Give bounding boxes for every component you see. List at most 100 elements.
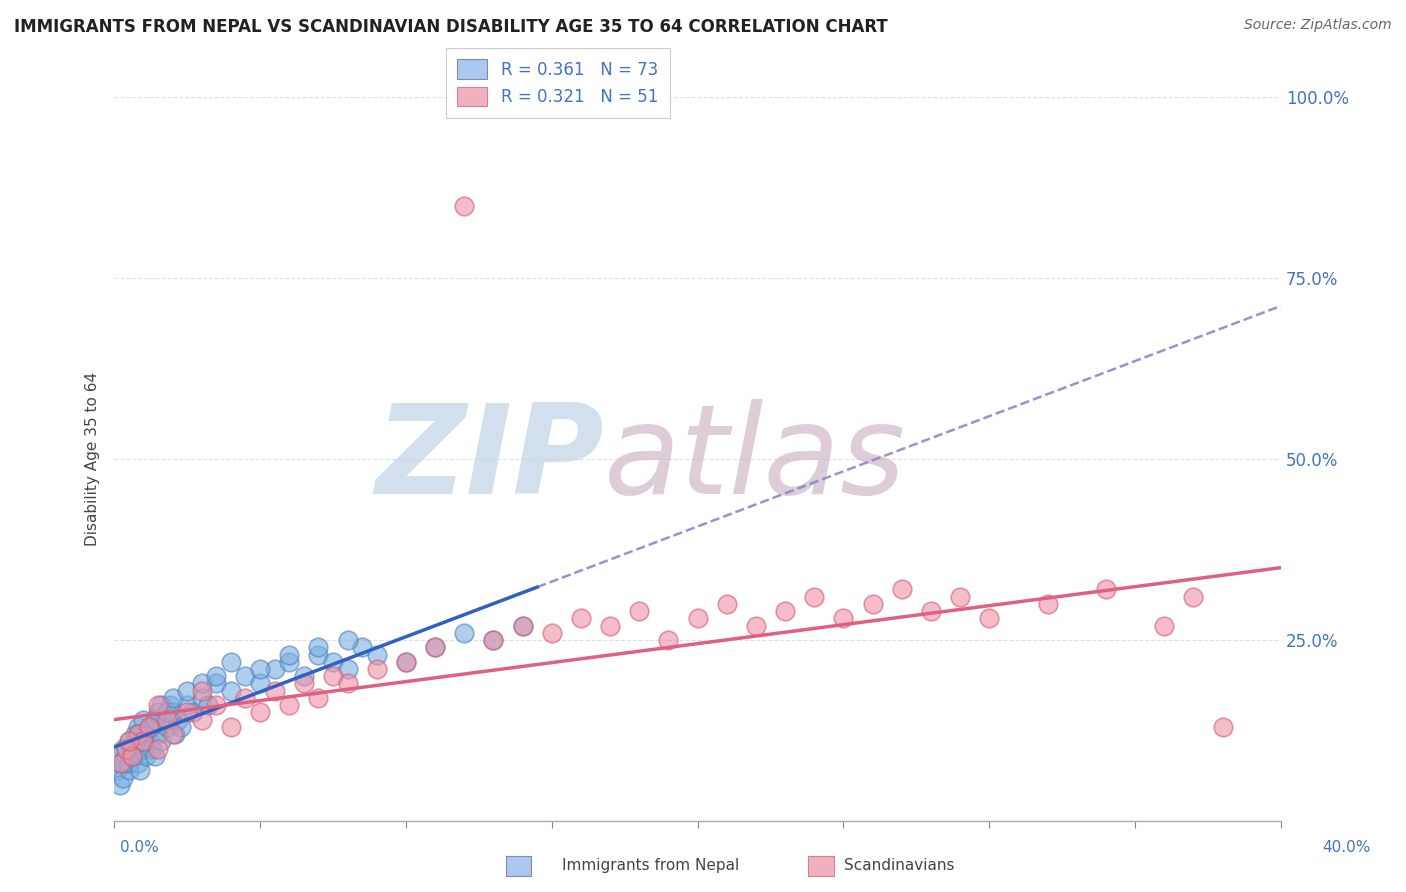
Point bbox=[138, 720, 160, 734]
Point bbox=[482, 633, 505, 648]
Text: ZIP: ZIP bbox=[375, 399, 605, 520]
Point bbox=[890, 582, 912, 597]
Point bbox=[205, 669, 228, 683]
Point bbox=[862, 597, 884, 611]
Point bbox=[121, 741, 143, 756]
Point bbox=[108, 756, 131, 770]
Point bbox=[949, 590, 972, 604]
Point bbox=[141, 720, 163, 734]
Point bbox=[127, 727, 149, 741]
Point bbox=[127, 720, 149, 734]
Point bbox=[1153, 618, 1175, 632]
Point bbox=[124, 727, 146, 741]
Point bbox=[569, 611, 592, 625]
Point bbox=[322, 655, 344, 669]
Point bbox=[686, 611, 709, 625]
Point bbox=[1095, 582, 1118, 597]
Point bbox=[118, 734, 141, 748]
Point bbox=[162, 727, 184, 741]
Point bbox=[205, 676, 228, 690]
Point bbox=[152, 713, 174, 727]
Point bbox=[803, 590, 825, 604]
Point bbox=[129, 764, 152, 778]
Text: 40.0%: 40.0% bbox=[1323, 840, 1371, 855]
Point bbox=[121, 748, 143, 763]
Point bbox=[190, 676, 212, 690]
Point bbox=[127, 756, 149, 770]
Point bbox=[118, 734, 141, 748]
Text: Scandinavians: Scandinavians bbox=[844, 858, 955, 872]
Point bbox=[249, 662, 271, 676]
Point bbox=[395, 655, 418, 669]
Point bbox=[205, 698, 228, 713]
Point bbox=[141, 741, 163, 756]
Point bbox=[628, 604, 651, 618]
Point bbox=[1036, 597, 1059, 611]
Point bbox=[1212, 720, 1234, 734]
Point bbox=[121, 748, 143, 763]
Point bbox=[138, 734, 160, 748]
Point bbox=[278, 698, 301, 713]
Point bbox=[773, 604, 796, 618]
Text: Source: ZipAtlas.com: Source: ZipAtlas.com bbox=[1244, 18, 1392, 32]
Point bbox=[512, 618, 534, 632]
Point bbox=[143, 713, 166, 727]
Point bbox=[118, 764, 141, 778]
Point bbox=[129, 734, 152, 748]
Point bbox=[1182, 590, 1205, 604]
Point bbox=[395, 655, 418, 669]
Point bbox=[143, 748, 166, 763]
Point bbox=[132, 734, 155, 748]
Point bbox=[115, 748, 138, 763]
Point bbox=[197, 698, 219, 713]
Point bbox=[132, 713, 155, 727]
Point bbox=[235, 690, 257, 705]
Point bbox=[745, 618, 768, 632]
Point bbox=[156, 713, 179, 727]
Point bbox=[249, 706, 271, 720]
Point bbox=[453, 625, 475, 640]
Point bbox=[423, 640, 446, 655]
Legend: R = 0.361   N = 73, R = 0.321   N = 51: R = 0.361 N = 73, R = 0.321 N = 51 bbox=[446, 48, 669, 118]
Point bbox=[540, 625, 562, 640]
Point bbox=[111, 771, 134, 785]
Point bbox=[832, 611, 855, 625]
Point bbox=[423, 640, 446, 655]
Point bbox=[263, 683, 285, 698]
Point bbox=[118, 756, 141, 770]
Point bbox=[336, 662, 359, 676]
Point bbox=[336, 676, 359, 690]
Point bbox=[278, 655, 301, 669]
Point bbox=[146, 741, 169, 756]
Point bbox=[162, 706, 184, 720]
Point bbox=[278, 648, 301, 662]
Point bbox=[132, 734, 155, 748]
Point bbox=[181, 706, 204, 720]
Point bbox=[149, 698, 172, 713]
Text: Immigrants from Nepal: Immigrants from Nepal bbox=[562, 858, 740, 872]
Point bbox=[453, 199, 475, 213]
Point bbox=[108, 778, 131, 792]
Point bbox=[366, 648, 388, 662]
Point bbox=[146, 698, 169, 713]
Text: IMMIGRANTS FROM NEPAL VS SCANDINAVIAN DISABILITY AGE 35 TO 64 CORRELATION CHART: IMMIGRANTS FROM NEPAL VS SCANDINAVIAN DI… bbox=[14, 18, 887, 36]
Point bbox=[292, 669, 315, 683]
Point bbox=[135, 748, 157, 763]
Point bbox=[352, 640, 374, 655]
Point bbox=[111, 756, 134, 770]
Point bbox=[127, 727, 149, 741]
Point bbox=[190, 690, 212, 705]
Point bbox=[307, 648, 329, 662]
Point bbox=[111, 741, 134, 756]
Point bbox=[482, 633, 505, 648]
Point bbox=[156, 720, 179, 734]
Point bbox=[105, 764, 128, 778]
Point bbox=[124, 748, 146, 763]
Point bbox=[716, 597, 738, 611]
Point bbox=[156, 706, 179, 720]
Text: atlas: atlas bbox=[605, 399, 907, 520]
Point bbox=[159, 698, 181, 713]
Point bbox=[167, 713, 190, 727]
Point bbox=[657, 633, 679, 648]
Text: 0.0%: 0.0% bbox=[120, 840, 159, 855]
